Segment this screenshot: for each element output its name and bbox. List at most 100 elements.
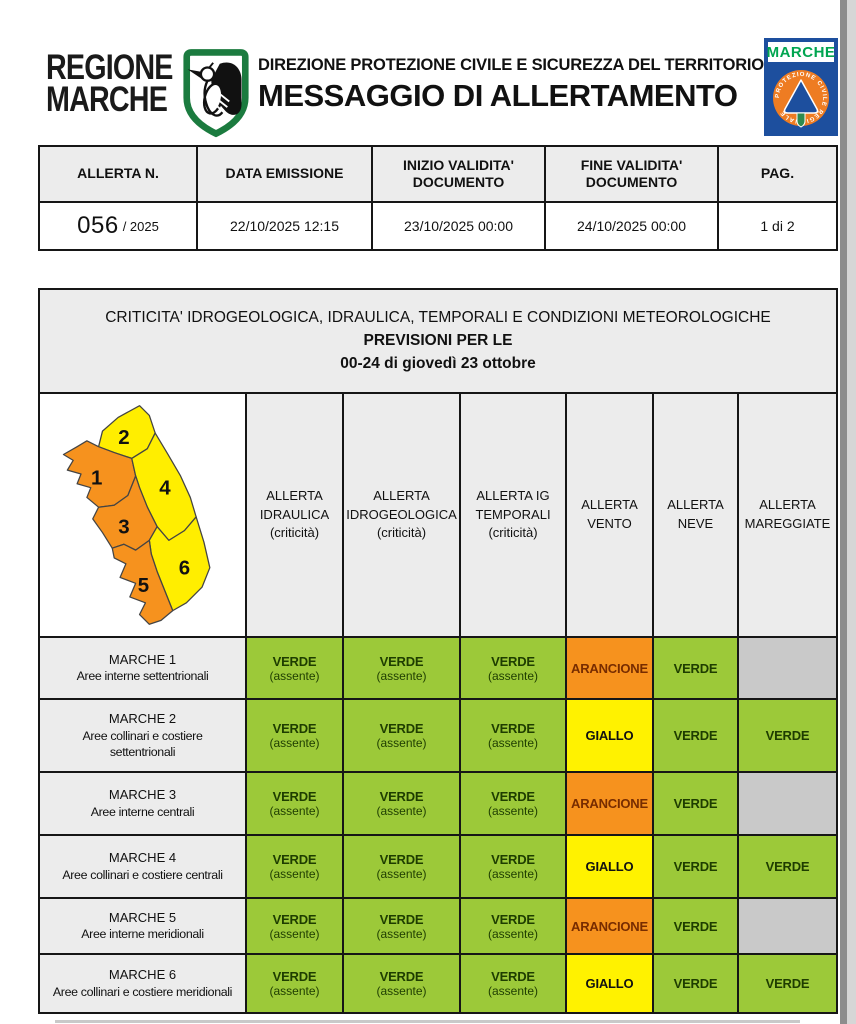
- alert-cell: VERDE (assente): [344, 836, 459, 897]
- alert-cell: VERDE (assente): [461, 899, 565, 953]
- document-header: REGIONE MARCHE DIREZIONE PROTEZIONE CIVI…: [46, 38, 840, 143]
- column-header-allerta-vento: ALLERTA VENTO: [567, 394, 652, 636]
- col-sublabel: (criticità): [376, 525, 427, 541]
- alert-note: (assente): [269, 867, 320, 881]
- alert-level: VERDE: [379, 789, 424, 804]
- alert-cell-empty: [739, 773, 836, 834]
- zone-label-marche-6: MARCHE 6 Aree collinari e costiere merid…: [40, 955, 245, 1012]
- alert-year: / 2025: [122, 218, 159, 234]
- alert-cell: VERDE (assente): [247, 955, 342, 1012]
- alert-cell: VERDE (assente): [344, 955, 459, 1012]
- logo-region-label: MARCHE: [767, 44, 836, 61]
- col-label: ALLERTA: [581, 497, 638, 513]
- alert-level: VERDE: [673, 728, 718, 743]
- alert-cell: VERDE (assente): [461, 638, 565, 698]
- alert-level: ARANCIONE: [571, 918, 648, 934]
- criticality-table: CRITICITA' IDROGEOLOGICA, IDRAULICA, TEM…: [38, 288, 838, 1014]
- alert-cell: GIALLO: [567, 836, 652, 897]
- alert-note: (assente): [487, 668, 539, 683]
- alert-level: VERDE: [765, 728, 810, 743]
- col-sublabel: (criticità): [269, 525, 320, 541]
- alert-level: VERDE: [379, 969, 424, 984]
- alert-level: VERDE: [673, 976, 718, 991]
- col-label: NEVE: [677, 516, 714, 531]
- map-zone-2-label: 2: [118, 426, 129, 449]
- alert-cell: VERDE: [654, 836, 737, 897]
- alert-note: (assente): [376, 984, 427, 998]
- col-label: TEMPORALI: [475, 506, 551, 522]
- alert-level: VERDE: [272, 969, 317, 984]
- map-zone-6-label: 6: [179, 557, 190, 580]
- alert-level: GIALLO: [585, 728, 634, 743]
- alert-level: VERDE: [379, 653, 424, 669]
- alert-level: GIALLO: [585, 859, 634, 874]
- map-zone-4-label: 4: [159, 477, 171, 500]
- zone-description: Aree collinari e costiere meridionali: [52, 984, 233, 999]
- alert-level: VERDE: [272, 653, 317, 669]
- zone-label-marche-5: MARCHE 5 Aree interne meridionali: [40, 899, 245, 953]
- alert-level: GIALLO: [585, 976, 634, 991]
- alert-cell: VERDE (assente): [247, 773, 342, 834]
- zone-description: Aree interne meridionali: [81, 927, 204, 942]
- alert-cell: ARANCIONE: [567, 899, 652, 953]
- alert-cell: VERDE (assente): [344, 700, 459, 771]
- alert-level: VERDE: [491, 721, 535, 736]
- info-header-fine-validita: FINE VALIDITA' DOCUMENTO: [546, 147, 717, 201]
- alert-cell: ARANCIONE: [567, 773, 652, 834]
- alert-note: (assente): [269, 668, 320, 683]
- column-header-allerta-idrogeologica: ALLERTA IDROGEOLOGICA (criticità): [344, 394, 459, 636]
- column-header-allerta-mareggiate: ALLERTA MAREGGIATE: [739, 394, 836, 636]
- zone-name: MARCHE 1: [108, 651, 177, 667]
- alert-cell: VERDE (assente): [247, 700, 342, 771]
- alert-cell: VERDE: [654, 638, 737, 698]
- alert-level: VERDE: [765, 859, 810, 874]
- alert-level: ARANCIONE: [571, 660, 648, 676]
- alert-cell: VERDE (assente): [461, 955, 565, 1012]
- alert-note: (assente): [376, 668, 427, 683]
- alert-level: VERDE: [765, 976, 810, 991]
- alert-cell: VERDE (assente): [461, 773, 565, 834]
- col-sublabel: (criticità): [488, 525, 538, 541]
- alert-level: VERDE: [673, 796, 718, 811]
- alert-level: VERDE: [491, 969, 535, 984]
- zone-label-marche-3: MARCHE 3 Aree interne centrali: [40, 773, 245, 834]
- zone-name: MARCHE 5: [108, 909, 177, 925]
- alert-cell: GIALLO: [567, 955, 652, 1012]
- zone-description: Aree collinari e costiere centrali: [62, 867, 223, 882]
- region-name-line1: REGIONE: [46, 48, 173, 87]
- alert-level: VERDE: [379, 911, 424, 927]
- alert-level: VERDE: [673, 859, 718, 874]
- column-header-allerta-idraulica: ALLERTA IDRAULICA (criticità): [247, 394, 342, 636]
- alert-cell: VERDE: [739, 700, 836, 771]
- alert-level: VERDE: [673, 660, 718, 676]
- column-header-allerta-neve: ALLERTA NEVE: [654, 394, 737, 636]
- zone-label-marche-4: MARCHE 4 Aree collinari e costiere centr…: [40, 836, 245, 897]
- zone-name: MARCHE 2: [108, 710, 177, 726]
- marche-zones-map-image: 1 2 3 4 5 6: [62, 405, 211, 625]
- col-label: ALLERTA IG: [476, 487, 550, 503]
- alert-note: (assente): [487, 867, 539, 881]
- table-title-line2: PREVISIONI PER LE: [363, 332, 513, 349]
- alert-cell: ARANCIONE: [567, 638, 652, 698]
- page-edge-shadow: [840, 0, 847, 1024]
- zone-description: Aree interne settentrionali: [76, 669, 209, 684]
- map-zone-3-label: 3: [118, 516, 129, 539]
- col-label: IDROGEOLOGICA: [346, 506, 457, 522]
- alert-level: VERDE: [491, 911, 535, 927]
- alert-cell: VERDE (assente): [247, 899, 342, 953]
- alert-level: VERDE: [379, 852, 424, 867]
- alert-note: (assente): [487, 926, 539, 941]
- region-name: REGIONE MARCHE: [46, 48, 173, 117]
- alert-note: (assente): [376, 926, 427, 941]
- page-edge-margin: [847, 0, 856, 1024]
- alert-cell: GIALLO: [567, 700, 652, 771]
- map-zone-1-label: 1: [91, 467, 102, 490]
- alert-note: (assente): [376, 804, 427, 818]
- table-title-line3: 00-24 di giovedì 23 ottobre: [340, 355, 536, 372]
- alert-cell: VERDE: [654, 955, 737, 1012]
- protezione-civile-marche-logo: MARCHE PROTEZIONE CIVILE REGIONALE: [764, 38, 838, 136]
- regione-marche-shield-icon: [183, 49, 249, 138]
- alert-cell: VERDE (assente): [461, 700, 565, 771]
- alert-cell: VERDE (assente): [344, 773, 459, 834]
- alert-cell: VERDE (assente): [461, 836, 565, 897]
